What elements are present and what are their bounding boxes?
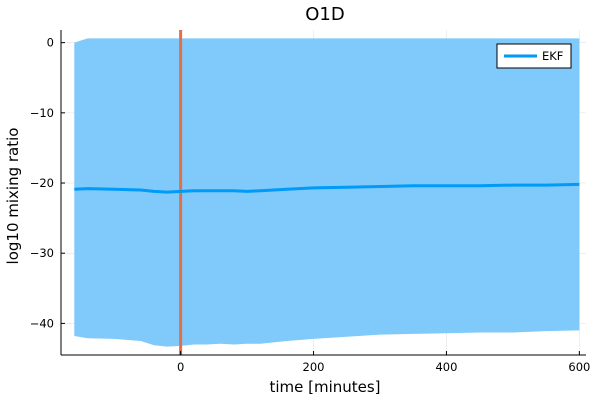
uncertainty-band	[74, 38, 580, 347]
x-tick-label-2: 400	[435, 360, 457, 374]
tick-labels: 0 200 400 600 0 −10 −20 −30 −40	[30, 36, 591, 374]
x-axis-label: time [minutes]	[269, 378, 380, 396]
series-line-ekf	[74, 182, 580, 194]
y-tick-label-4: −40	[30, 316, 54, 330]
axes	[60, 30, 586, 356]
chart-title: O1D	[305, 4, 344, 25]
x-tick-label-3: 600	[568, 360, 590, 374]
y-axis-label: log10 mixing ratio	[4, 128, 22, 265]
legend: EKF	[496, 43, 572, 69]
y-tick-label-2: −20	[30, 176, 54, 190]
legend-label-ekf: EKF	[542, 49, 563, 63]
x-tick-label-1: 200	[303, 360, 325, 374]
uncertainty-band-layer	[74, 38, 580, 347]
x-tick-label-0: 0	[177, 360, 184, 374]
y-tick-label-1: −10	[30, 106, 54, 120]
series-layer	[74, 182, 580, 194]
y-tick-label-3: −30	[30, 246, 54, 260]
y-tick-label-0: 0	[47, 36, 54, 50]
